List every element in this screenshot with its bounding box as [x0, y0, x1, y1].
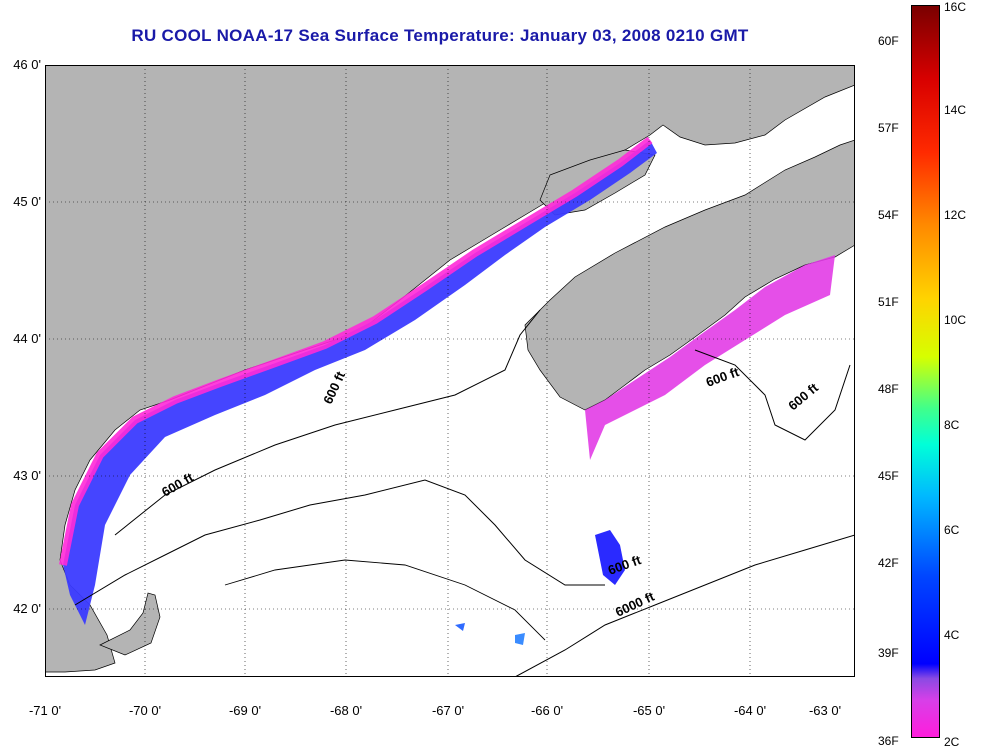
lon-label: -64 0': [733, 703, 767, 718]
lon-label: -69 0': [228, 703, 262, 718]
colorbar-c-label: 10C: [944, 313, 967, 327]
lon-label: -71 0': [28, 703, 62, 718]
lat-label: 45 0': [13, 194, 41, 209]
colorbar-f-label: 48F: [878, 382, 899, 396]
land-cape-cod: [99, 592, 161, 656]
lat-label: 42 0': [13, 601, 41, 616]
lon-label: -66 0': [530, 703, 564, 718]
lat-label: 46 0': [13, 57, 41, 72]
map-title: RU COOL NOAA-17 Sea Surface Temperature:…: [131, 26, 749, 45]
sst-patch-2: [515, 633, 525, 645]
sst-patch-georges: [595, 530, 625, 585]
temperature-colorbar: [911, 5, 940, 738]
contour-georges-bank: [224, 559, 546, 641]
colorbar-f-label: 51F: [878, 295, 899, 309]
lon-label: -70 0': [128, 703, 162, 718]
sst-map: 600 ft 600 ft 600 ft 600 ft 600 ft 6000 …: [45, 65, 855, 677]
lon-label: -67 0': [431, 703, 465, 718]
lon-label: -68 0': [329, 703, 363, 718]
colorbar-f-label: 54F: [878, 208, 899, 222]
colorbar-f-label: 42F: [878, 556, 899, 570]
colorbar-f-label: 60F: [878, 34, 899, 48]
colorbar-c-label: 4C: [944, 628, 960, 642]
colorbar-c-label: 16C: [944, 0, 967, 14]
lat-label: 44 0': [13, 331, 41, 346]
contour-600ft-a: [114, 309, 541, 536]
contour-600ft-c: [694, 349, 851, 441]
colorbar-f-label: 45F: [878, 469, 899, 483]
lon-label: -65 0': [632, 703, 666, 718]
sst-coastal-band: [63, 140, 657, 625]
colorbar-c-label: 2C: [944, 735, 960, 749]
contour-600ft-b: [74, 479, 605, 606]
colorbar-c-label: 12C: [944, 208, 967, 222]
colorbar-f-label: 39F: [878, 646, 899, 660]
colorbar-c-label: 14C: [944, 103, 967, 117]
lon-label: -63 0': [808, 703, 842, 718]
contour-6000ft: [514, 534, 855, 677]
colorbar-c-label: 6C: [944, 523, 960, 537]
sst-coastal-edge: [59, 136, 653, 566]
sst-nova-scotia-band: [585, 255, 835, 460]
lat-label: 43 0': [13, 468, 41, 483]
sst-patch-1: [455, 623, 465, 631]
colorbar-c-label: 8C: [944, 418, 960, 432]
colorbar-f-label: 57F: [878, 121, 899, 135]
colorbar-f-label: 36F: [878, 734, 899, 748]
